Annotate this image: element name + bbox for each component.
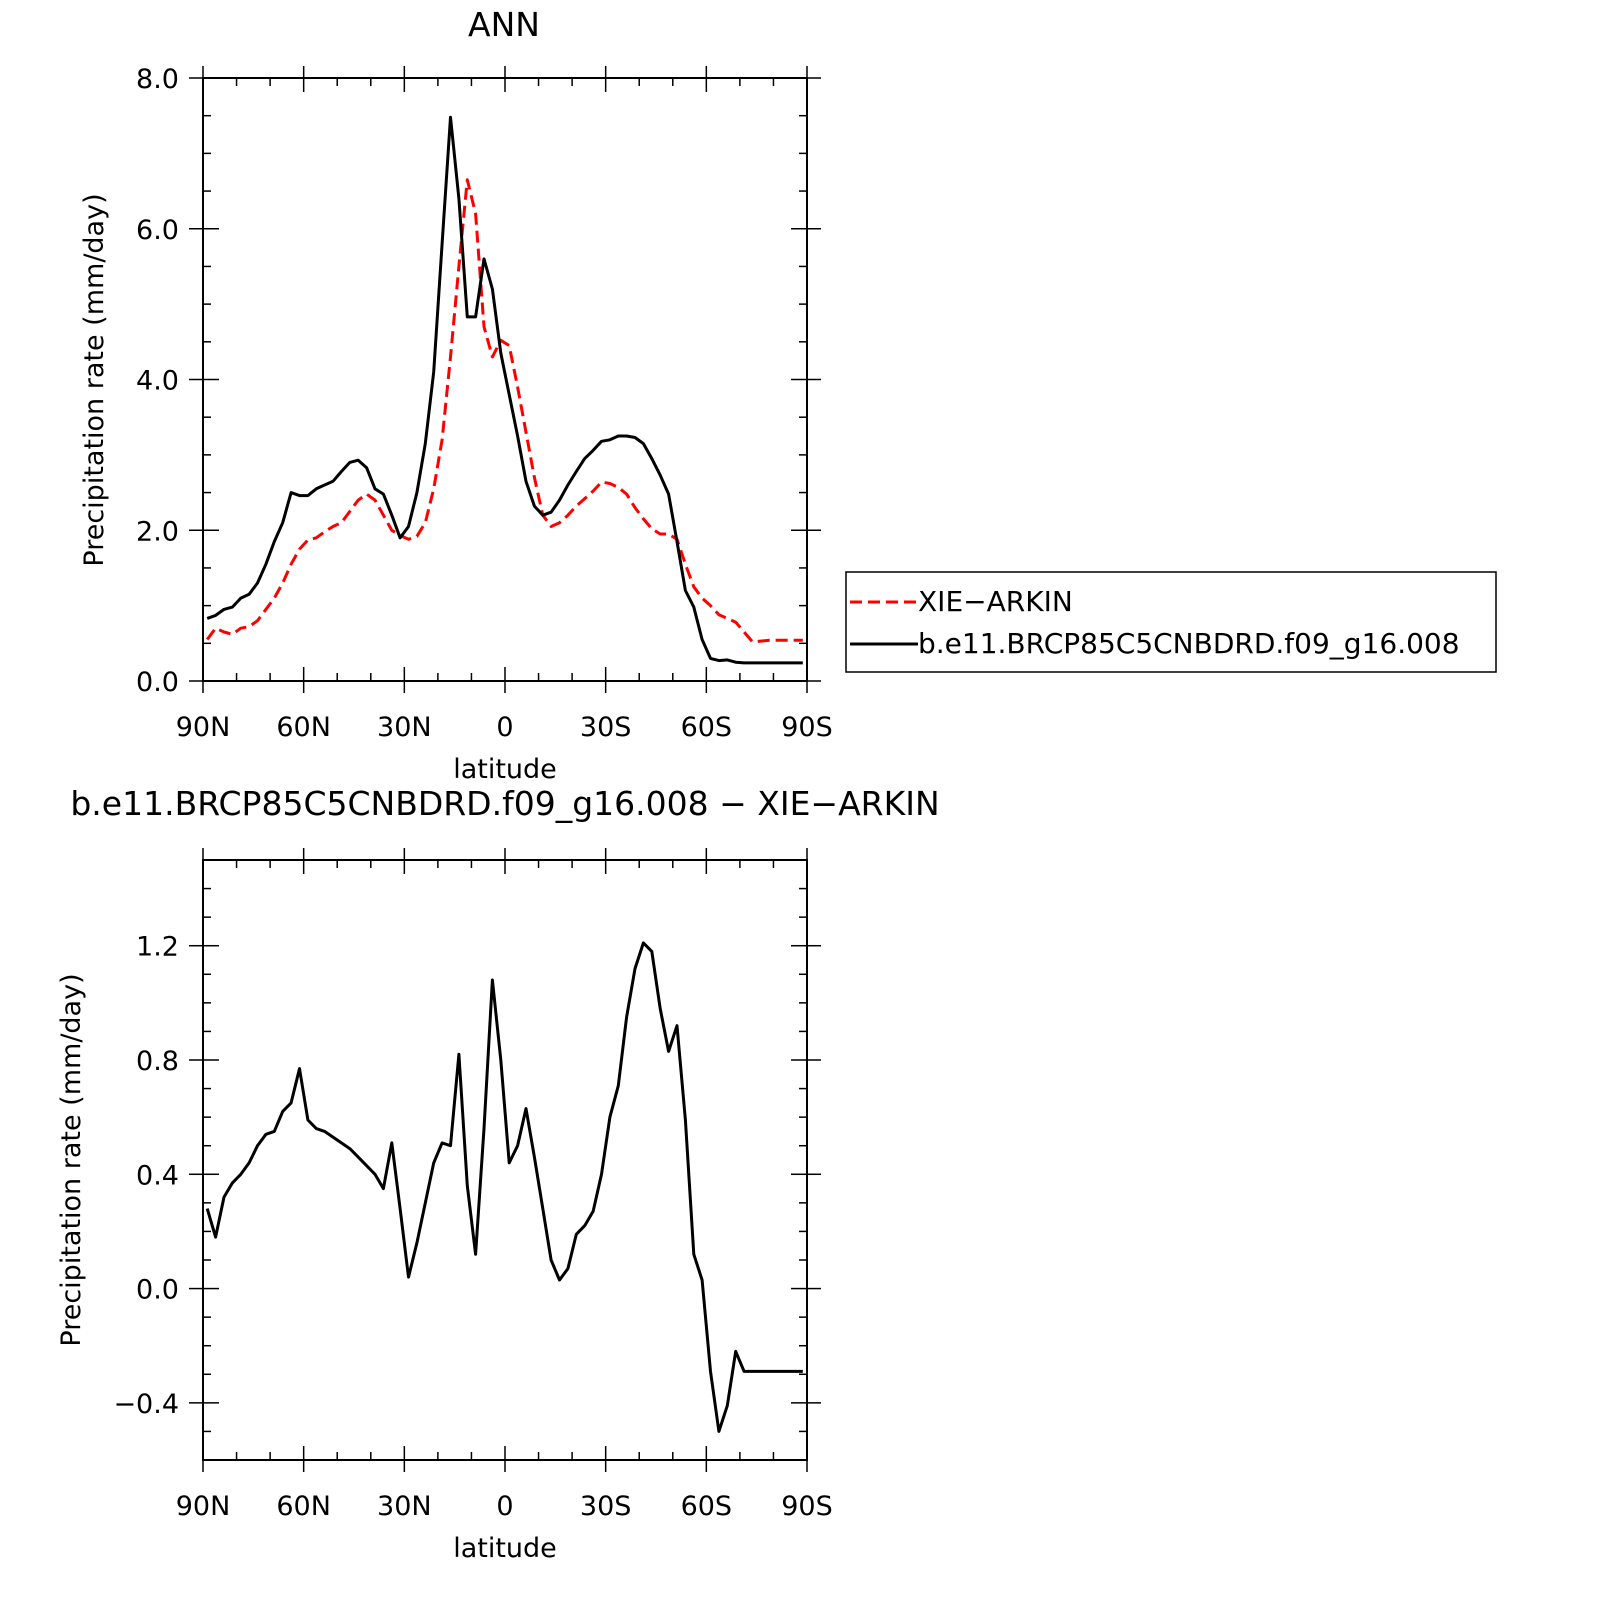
top-x-tick-label: 0 [496, 712, 513, 743]
top-x-tick-labels: 90N 60N 30N 0 30S 60S 90S [176, 712, 833, 743]
top-series-line-0 [205, 178, 803, 644]
bottom-x-tick-label: 30N [377, 1491, 432, 1522]
bottom-y-tick-labels: −0.4 0.0 0.4 0.8 1.2 [113, 932, 179, 1420]
top-y-tick-label: 8.0 [136, 64, 179, 95]
top-x-axis-label: latitude [453, 754, 557, 785]
top-y-tick-label: 0.0 [136, 667, 179, 698]
top-x-tick-label: 90S [781, 712, 833, 743]
top-x-tick-label: 60S [681, 712, 733, 743]
bottom-x-tick-label: 90S [781, 1491, 833, 1522]
top-plot-frame [202, 77, 808, 682]
top-x-tick-label: 90N [176, 712, 231, 743]
top-y-tick-label: 6.0 [136, 215, 179, 246]
bottom-x-axis-label: latitude [453, 1533, 557, 1564]
bottom-x-tick-label: 0 [496, 1491, 513, 1522]
legend-label-model: b.e11.BRCP85C5CNBDRD.f09_g16.008 [918, 627, 1460, 660]
bottom-chart-title: b.e11.BRCP85C5CNBDRD.f09_g16.008 − XIE−A… [70, 784, 939, 823]
bottom-y-tick-label: −0.4 [113, 1389, 179, 1420]
bottom-x-tick-labels: 90N 60N 30N 0 30S 60S 90S [176, 1491, 833, 1522]
bottom-x-tick-label: 60N [276, 1491, 331, 1522]
bottom-axis-ticks [189, 848, 821, 1472]
bottom-series-line-0 [205, 941, 803, 1433]
bottom-y-tick-label: 1.2 [136, 932, 179, 963]
top-y-tick-labels: 0.0 2.0 4.0 6.0 8.0 [136, 64, 179, 698]
bottom-x-tick-label: 30S [580, 1491, 632, 1522]
bottom-y-tick-label: 0.0 [136, 1275, 179, 1306]
bottom-plot-frame [202, 859, 808, 1461]
bottom-x-tick-label: 90N [176, 1491, 231, 1522]
top-y-axis-label: Precipitation rate (mm/day) [79, 193, 110, 566]
top-series-line-1 [206, 115, 803, 665]
top-axis-ticks [189, 66, 821, 693]
legend-box [845, 571, 1497, 673]
bottom-panel: b.e11.BRCP85C5CNBDRD.f09_g16.008 − XIE−A… [56, 784, 940, 1564]
top-series-lines [205, 115, 803, 665]
top-y-tick-label: 4.0 [136, 366, 179, 397]
top-y-tick-label: 2.0 [136, 516, 179, 547]
bottom-y-tick-label: 0.8 [136, 1046, 179, 1077]
top-x-tick-label: 60N [276, 712, 331, 743]
bottom-y-axis-label: Precipitation rate (mm/day) [56, 973, 87, 1346]
bottom-x-tick-label: 60S [681, 1491, 733, 1522]
top-x-tick-label: 30S [580, 712, 632, 743]
top-chart-title: ANN [468, 5, 540, 44]
legend: XIE−ARKIN b.e11.BRCP85C5CNBDRD.f09_g16.0… [845, 571, 1497, 673]
legend-label-xie-arkin: XIE−ARKIN [918, 585, 1073, 618]
bottom-series-lines [205, 941, 803, 1433]
top-panel: ANN 0.02.04.06.08.0 90N 60N 30N 0 30S 60S 90S … [79, 5, 1497, 785]
bottom-y-tick-label: 0.4 [136, 1160, 179, 1191]
top-x-tick-label: 30N [377, 712, 432, 743]
